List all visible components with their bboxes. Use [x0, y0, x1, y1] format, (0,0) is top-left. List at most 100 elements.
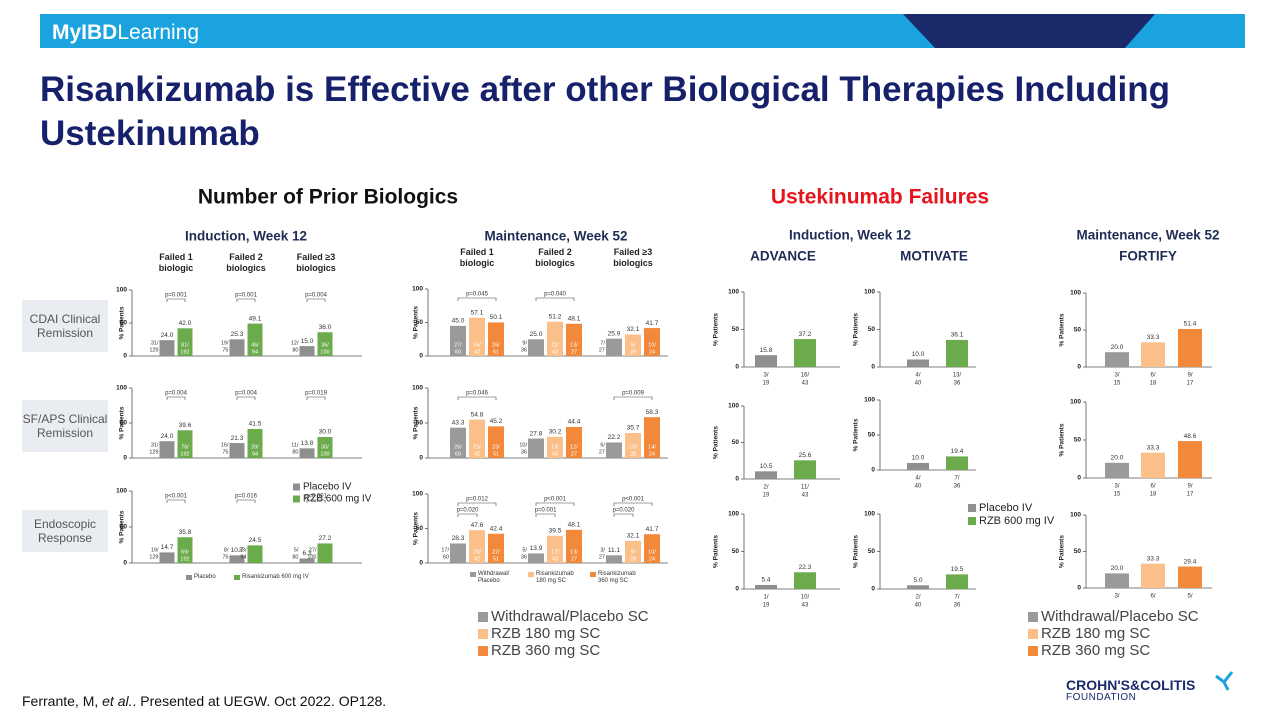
- y-tick-label: 100: [864, 289, 875, 296]
- bar: [488, 533, 504, 563]
- y-tick-label: 100: [864, 397, 875, 404]
- n-label: 26/: [454, 444, 462, 450]
- value-label: 10.5: [760, 463, 773, 470]
- legend-label: Placebo IV: [979, 502, 1033, 514]
- n-label: 36: [954, 603, 961, 609]
- value-label: 45.0: [452, 318, 465, 325]
- p-bracket: [306, 298, 326, 302]
- n-label: 7/: [600, 340, 605, 346]
- value-label: 19.5: [951, 566, 964, 573]
- p-bracket: [236, 396, 256, 400]
- value-label: 13.8: [301, 440, 314, 447]
- category-label: Failed 1 biologic: [459, 247, 495, 268]
- row-label-box: [22, 300, 108, 352]
- y-tick-label: 50: [1074, 548, 1082, 555]
- brand-prefix: MyIBD: [52, 21, 117, 44]
- n-label: 40: [915, 603, 922, 609]
- y-tick-label: 50: [416, 420, 424, 427]
- bar: [755, 584, 777, 589]
- brand: MyIBDLearning: [52, 21, 199, 44]
- n-label: 27: [599, 554, 605, 560]
- value-label: 47.6: [471, 522, 484, 529]
- legend-label: RZB 360 mg SC: [491, 642, 600, 659]
- value-label: 24.0: [161, 332, 174, 339]
- p-value: p<0.001: [305, 494, 328, 500]
- p-bracket: [166, 499, 186, 503]
- bar: [1141, 563, 1165, 588]
- legend-swatch: [478, 612, 488, 622]
- p-value: p=0.009: [622, 391, 645, 397]
- legend-label: Placebo: [194, 574, 216, 580]
- y-tick-label: 50: [732, 439, 740, 446]
- p-bracket: [306, 396, 326, 400]
- n-label: 10/: [629, 444, 637, 450]
- n-label: 10/: [801, 595, 810, 601]
- n-label: 192: [180, 556, 189, 562]
- y-axis-label: % Patients: [413, 512, 420, 545]
- bar: [547, 321, 563, 356]
- n-label: 13/: [953, 373, 962, 379]
- n-label: 13/: [570, 342, 578, 348]
- bar: [606, 555, 622, 563]
- value-label: 19.4: [951, 448, 964, 455]
- n-label: 51: [493, 349, 499, 355]
- logo-name: CROHN'S&COLITIS: [1066, 677, 1196, 693]
- bar: [907, 359, 929, 367]
- value-label: 41.5: [249, 421, 262, 428]
- n-label: 6/: [1150, 594, 1155, 600]
- legend-label: Withdrawal/ Placebo: [478, 571, 510, 584]
- legend-swatch: [470, 572, 476, 577]
- n-label: 192: [180, 349, 189, 355]
- y-axis-label: % Patients: [713, 535, 720, 568]
- n-label: 19/: [221, 340, 229, 346]
- y-axis-label: % Patients: [1059, 313, 1066, 346]
- p-value: p=0.004: [165, 391, 188, 397]
- value-label: 41.7: [646, 320, 659, 327]
- value-label: 22.3: [799, 564, 812, 571]
- y-tick-label: 50: [416, 319, 424, 326]
- n-label: 51: [493, 556, 499, 562]
- y-tick-label: 50: [416, 525, 424, 532]
- n-label: 43: [802, 603, 809, 609]
- legend-label: RZB 600 mg IV: [979, 515, 1055, 527]
- value-label: 15.8: [760, 347, 773, 354]
- bar: [566, 529, 582, 563]
- slide-title: Risankizumab is Effective after other Bi…: [40, 70, 1170, 153]
- y-axis-label: % Patients: [119, 510, 126, 543]
- y-tick-label: 50: [120, 420, 128, 427]
- y-tick-label: 50: [868, 326, 876, 333]
- value-label: 32.1: [627, 533, 640, 540]
- n-label: 15: [1114, 381, 1121, 387]
- y-tick-label: 50: [1074, 327, 1082, 334]
- n-label: 27: [599, 449, 605, 455]
- n-label: 43: [552, 451, 558, 457]
- p-value: p<0.001: [544, 497, 567, 503]
- n-label: 9/: [522, 340, 527, 346]
- value-label: 45.2: [490, 418, 503, 425]
- legend-swatch: [1028, 612, 1038, 622]
- n-label: 27: [571, 349, 577, 355]
- value-label: 37.2: [799, 331, 812, 338]
- y-tick-label: 100: [1070, 399, 1081, 406]
- n-label: 13/: [551, 444, 559, 450]
- n-label: 80: [292, 554, 298, 560]
- category-label: Failed 2 biologics: [226, 252, 266, 273]
- n-label: 20/: [473, 549, 481, 555]
- bar: [946, 339, 968, 367]
- row-label-box: [22, 400, 108, 452]
- p-value: p=0.004: [235, 391, 258, 397]
- n-label: 28: [630, 349, 636, 355]
- p-value: p=0.045: [466, 292, 489, 298]
- y-axis-label: % Patients: [853, 313, 860, 346]
- value-label: 48.6: [1184, 433, 1197, 440]
- n-label: 39/: [251, 444, 259, 450]
- p-bracket: [457, 297, 497, 301]
- value-label: 20.0: [1111, 565, 1124, 572]
- p-value: p=0.020: [457, 508, 480, 514]
- bar: [159, 340, 175, 356]
- bar: [794, 460, 816, 479]
- n-label: 3/: [600, 547, 605, 553]
- category-label: Failed 1 biologic: [158, 252, 194, 273]
- value-label: 35.7: [627, 425, 640, 432]
- y-tick-label: 0: [871, 586, 875, 593]
